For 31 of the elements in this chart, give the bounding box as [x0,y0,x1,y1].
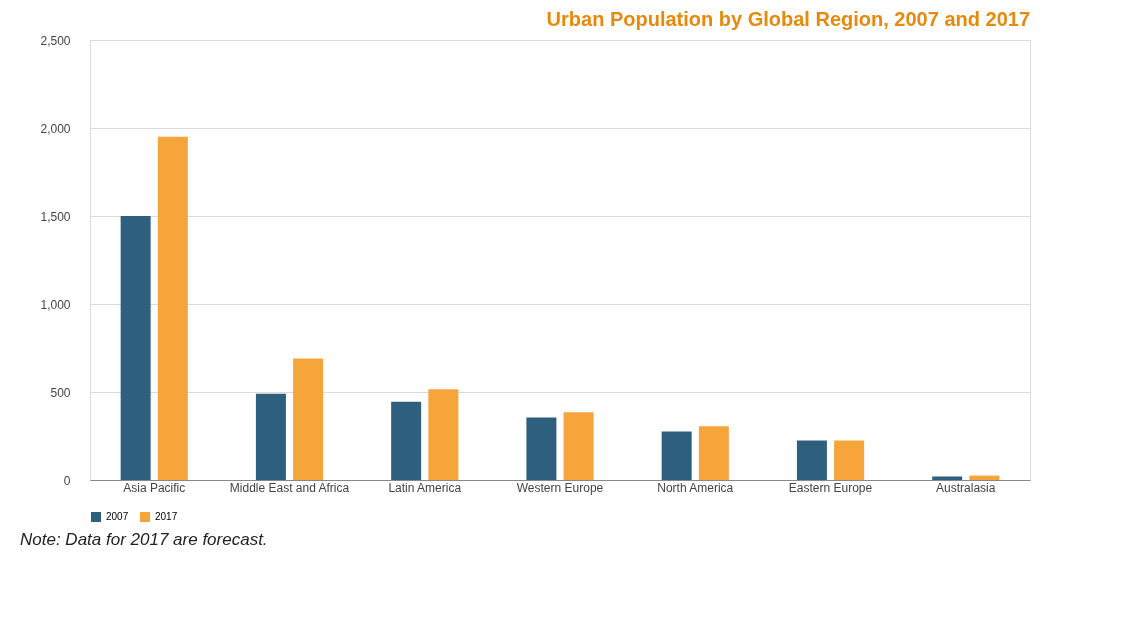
y-tick-label: 1,500 [40,209,71,224]
x-tick-label: Australasia [936,480,996,495]
x-tick-label: Eastern Europe [788,480,873,495]
bar [834,440,865,480]
bar [255,393,286,480]
bar [698,426,729,480]
x-tick-label: Middle East and Africa [229,480,350,495]
legend-label: 2007 [106,511,129,522]
y-tick-label: 1,000 [40,297,71,312]
bar [391,401,422,480]
bar [661,431,692,480]
bar [526,417,557,480]
chart-title: Urban Population by Global Region, 2007 and 2017 [546,8,1030,30]
y-tick-label: 2,000 [40,121,71,136]
y-tick-label: 0 [63,473,71,488]
y-tick-label: 500 [50,385,71,400]
bar [120,216,151,480]
bar [796,440,827,480]
bar [932,476,963,480]
legend-label: 2017 [155,511,178,522]
y-tick-label: 2,500 [40,33,71,48]
bar [563,412,594,480]
bar [293,358,324,480]
x-tick-label: North America [657,480,734,495]
bar [157,136,188,480]
bar [969,475,1000,480]
x-tick-label: Asia Pacific [123,480,186,495]
x-tick-label: Western Europe [516,480,604,495]
text: Note: Data for 2017 are forecast. [20,530,268,549]
x-tick-label: Latin America [388,480,462,495]
bar [428,389,459,480]
